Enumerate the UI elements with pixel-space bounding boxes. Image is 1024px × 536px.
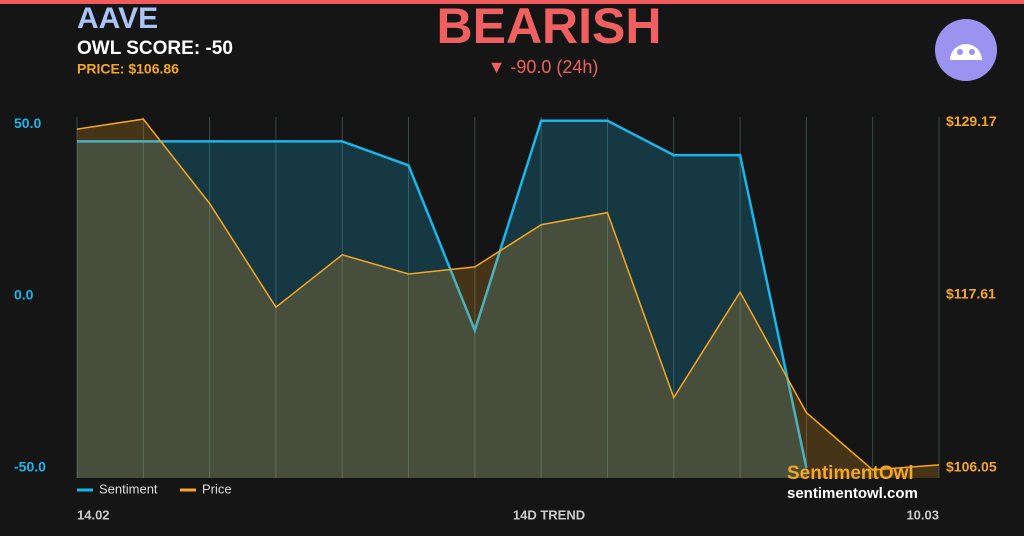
- chart-title: AAVE: [77, 2, 158, 35]
- price: PRICE: $106.86: [77, 61, 179, 77]
- signal: BEARISH: [436, 0, 661, 54]
- legend-label: Sentiment: [99, 481, 158, 496]
- owl-icon: [935, 19, 997, 81]
- x-tick-label: 10.03: [906, 507, 939, 522]
- line: [76, 118, 940, 471]
- y-tick-label: 0.0: [14, 287, 34, 303]
- x-tick-label: 14.02: [77, 507, 110, 522]
- brand: SentimentOwl: [787, 463, 914, 484]
- legend-label: Price: [202, 481, 232, 496]
- y-tick-label: 50.0: [14, 115, 41, 131]
- y-tick-label: -50.0: [14, 458, 46, 474]
- line: [77, 119, 808, 468]
- top-bar: [0, 0, 1024, 4]
- x-axis-label: 14D TREND: [513, 507, 585, 522]
- site: sentimentowl.com: [787, 485, 918, 502]
- y2-tick-label: $106.05: [946, 459, 997, 475]
- y2-tick-label: $129.17: [946, 113, 997, 129]
- area: [77, 119, 939, 478]
- area: [77, 120, 807, 479]
- change: ▼ -90.0 (24h): [488, 57, 599, 77]
- y2-tick-label: $117.61: [946, 286, 996, 302]
- score: OWL SCORE: -50: [77, 38, 233, 59]
